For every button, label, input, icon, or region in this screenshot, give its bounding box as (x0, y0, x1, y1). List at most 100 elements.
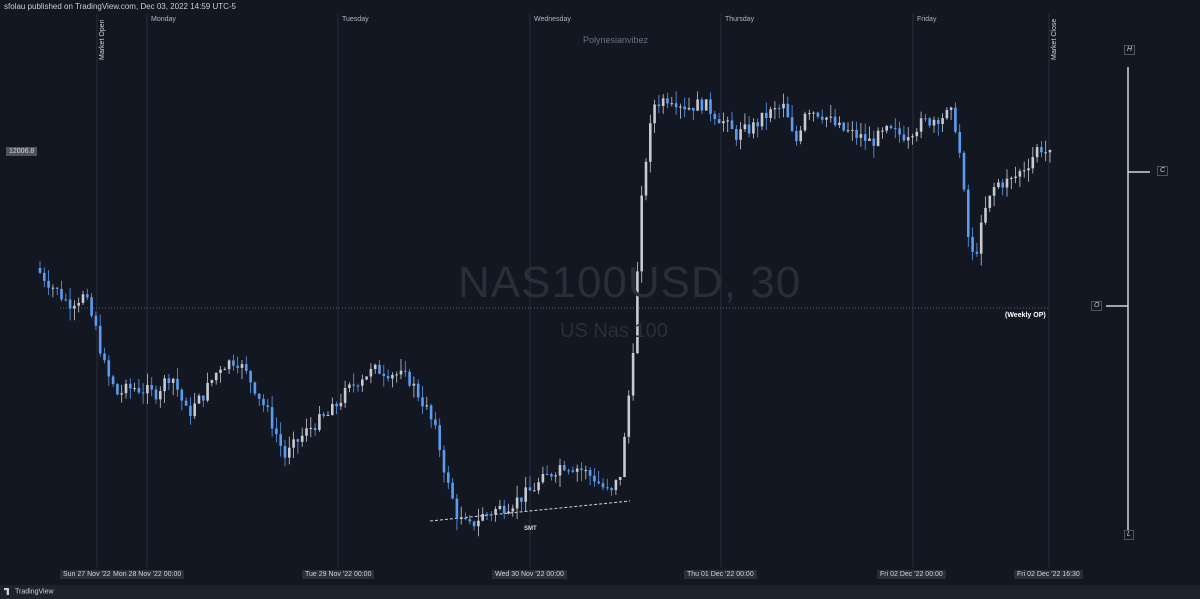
candle-body (945, 110, 949, 119)
candle-body (38, 268, 42, 273)
candle-body (275, 428, 278, 435)
candle-body (795, 131, 798, 142)
smt-label: SMT (524, 526, 537, 532)
candle-body (881, 130, 884, 132)
candle-body (442, 450, 446, 473)
candle-body (601, 483, 605, 488)
candle-body (808, 113, 811, 115)
watermark-symbol: NAS100USD, 30 (458, 258, 802, 307)
candle-body (765, 112, 768, 118)
candle-body (455, 498, 459, 519)
candle-body (257, 393, 261, 399)
candle-body (696, 99, 699, 111)
hloc-label-c: C (1157, 166, 1169, 176)
candle-body (679, 106, 682, 108)
candle-body (906, 137, 910, 141)
candle-body (747, 124, 751, 134)
candle-body (391, 374, 394, 379)
candle-body (911, 136, 914, 138)
candle-body (210, 380, 214, 383)
candle-body (1018, 171, 1022, 177)
time-axis[interactable]: Sun 27 Nov '22 Mon 28 Nov '22 00:00 Tue … (0, 567, 1200, 581)
candle-body (541, 474, 545, 483)
price-label: 12006.8 (6, 147, 38, 156)
candle-body (94, 315, 98, 326)
candle-body (434, 419, 437, 426)
watermark-name: US Nas 100 (560, 320, 668, 342)
candle-body (1010, 178, 1013, 179)
candle-body (593, 475, 596, 482)
candle-body (404, 370, 407, 372)
candle-body (962, 152, 966, 190)
candle-body (451, 482, 454, 499)
candle-body (408, 371, 411, 386)
candle-body (949, 107, 953, 110)
candle-body (163, 378, 166, 392)
candle-body (657, 104, 661, 107)
candle-body (606, 487, 609, 489)
weekly-op-label: (Weekly OP) (1005, 312, 1046, 319)
candle-body (64, 299, 68, 301)
publisher-text: sfolau published on TradingView.com, Dec… (4, 2, 236, 11)
day-label-wednesday: Wednesday (534, 16, 571, 23)
candle-body (1005, 178, 1009, 188)
candle-body (644, 161, 648, 196)
candle-body (326, 415, 330, 416)
candle-body (365, 376, 368, 380)
candle-body (614, 480, 618, 491)
candle-body (1048, 150, 1052, 153)
candle-body (249, 370, 252, 383)
candle-body (941, 118, 944, 124)
candle-body (378, 364, 381, 374)
candle-body (988, 195, 992, 208)
candle-body (1001, 182, 1004, 188)
candle-body (571, 470, 575, 472)
candle-body (472, 521, 476, 527)
candle-body (193, 403, 196, 417)
candle-body (816, 112, 820, 117)
candle-body (984, 207, 987, 223)
candle-body (361, 379, 364, 386)
chart-area[interactable]: Monday Tuesday Wednesday Thursday Friday… (0, 14, 1200, 586)
candle-body (159, 391, 162, 400)
candle-body (743, 124, 747, 130)
candle-body (756, 122, 759, 127)
candle-body (558, 465, 562, 476)
day-label-tuesday: Tuesday (342, 16, 369, 23)
candle-body (507, 511, 510, 514)
candlestick-chart[interactable] (0, 14, 1200, 567)
candle-body (584, 470, 588, 472)
tradingview-logo[interactable]: TradingView (4, 588, 54, 595)
candle-body (343, 388, 347, 403)
candle-body (524, 487, 527, 502)
candle-body (270, 407, 274, 429)
candle-body (60, 288, 63, 300)
candle-body (666, 98, 669, 104)
candle-body (812, 112, 815, 114)
candle-body (554, 475, 557, 477)
candle-body (184, 400, 188, 406)
time-label-fri-02: Fri 02 Dec '22 00:00 (877, 570, 946, 579)
time-label-mon-28: Mon 28 Nov '22 00:00 (110, 570, 185, 579)
market-open-label: Market Open (99, 19, 106, 60)
candle-body (928, 118, 931, 126)
candle-body (533, 490, 536, 492)
candle-body (352, 384, 355, 386)
candle-body (90, 297, 93, 316)
candle-body (889, 126, 893, 129)
candle-body (300, 435, 304, 442)
candle-body (55, 287, 59, 289)
candle-body (1040, 147, 1043, 153)
candle-body (464, 518, 467, 520)
candle-body (786, 103, 790, 118)
candle-body (318, 414, 321, 430)
candle-body (356, 385, 360, 387)
candle-body (653, 104, 656, 124)
candle-body (51, 287, 55, 289)
candle-body (120, 393, 123, 395)
candle-body (133, 388, 136, 390)
candle-body (288, 447, 291, 458)
candle-body (339, 402, 343, 407)
time-label-tue-29: Tue 29 Nov '22 00:00 (302, 570, 375, 579)
candle-body (627, 395, 631, 437)
